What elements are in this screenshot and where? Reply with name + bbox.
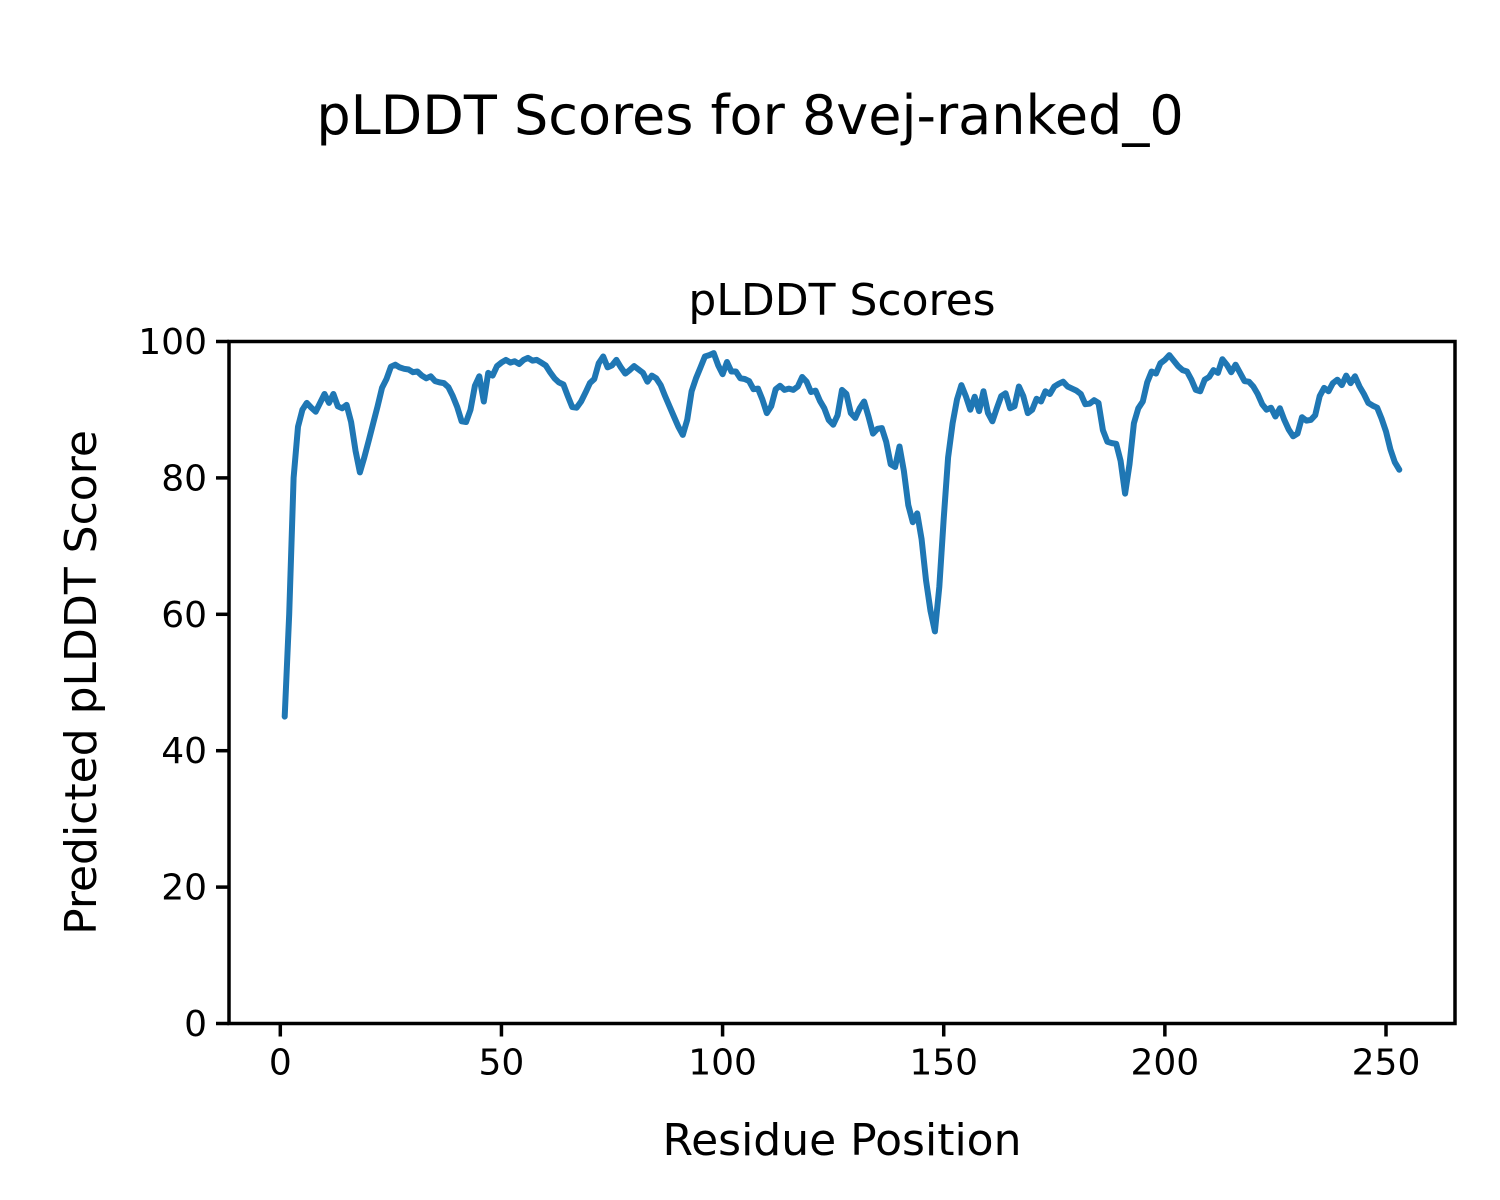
x-tick-label: 250 <box>1352 1043 1421 1084</box>
x-tick-label: 150 <box>909 1043 978 1084</box>
x-tick-label: 0 <box>269 1043 292 1084</box>
x-tick-label: 50 <box>479 1043 525 1084</box>
plot-border <box>227 339 1457 1026</box>
x-tick-label: 200 <box>1131 1043 1200 1084</box>
series-group <box>281 350 1403 720</box>
x-axis-label: Residue Position <box>662 1115 1021 1166</box>
y-tick-label: 100 <box>138 322 207 363</box>
plddt-line <box>281 350 1403 720</box>
y-axis-label: Predicted pLDDT Score <box>56 430 107 935</box>
y-tick-label: 60 <box>161 595 207 636</box>
x-tick-label: 100 <box>688 1043 757 1084</box>
x-axis-ticks: 0 50 100 150 200 250 <box>269 1023 1421 1084</box>
axes-title: pLDDT Scores <box>688 275 995 326</box>
figure-suptitle: pLDDT Scores for 8vej-ranked_0 <box>316 84 1183 147</box>
y-tick-label: 80 <box>161 458 207 499</box>
y-tick-label: 0 <box>184 1004 207 1045</box>
y-axis-ticks: 0 20 40 60 80 100 <box>138 322 229 1045</box>
y-tick-label: 40 <box>161 731 207 772</box>
y-tick-label: 20 <box>161 868 207 909</box>
